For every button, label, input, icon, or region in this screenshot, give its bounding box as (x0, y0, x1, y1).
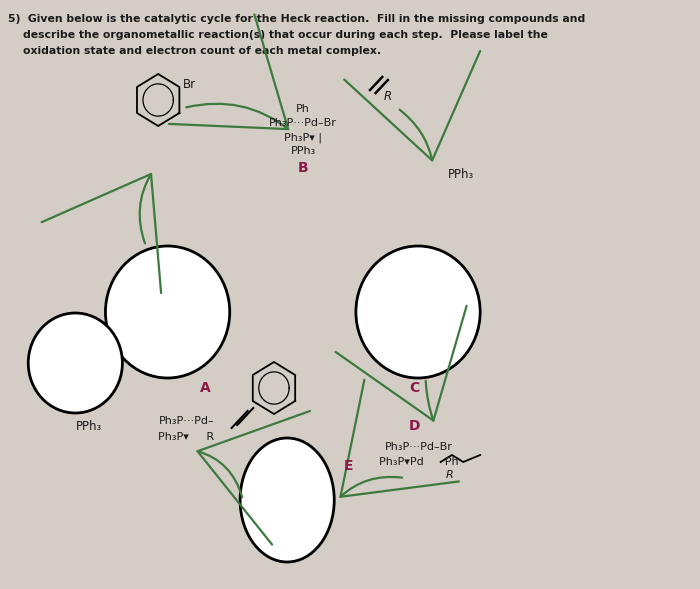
Text: C: C (409, 381, 419, 395)
Text: Ph₃P▾     R: Ph₃P▾ R (158, 432, 214, 442)
Text: A: A (200, 381, 211, 395)
Text: Ph₃P···Pd–: Ph₃P···Pd– (159, 416, 214, 426)
Text: D: D (409, 419, 420, 433)
Text: Ph₃P···Pd–Br: Ph₃P···Pd–Br (270, 118, 337, 128)
Ellipse shape (240, 438, 334, 562)
Text: Br: Br (183, 78, 196, 91)
Text: Ph: Ph (296, 104, 310, 114)
Text: Ph₃P▾Pd      Ph: Ph₃P▾Pd Ph (379, 457, 458, 467)
Text: describe the organometallic reaction(s) that occur during each step.  Please lab: describe the organometallic reaction(s) … (8, 30, 547, 40)
Text: PPh₃: PPh₃ (448, 168, 475, 181)
Text: E: E (344, 459, 353, 473)
Ellipse shape (106, 246, 230, 378)
Text: R: R (384, 90, 392, 103)
Ellipse shape (28, 313, 122, 413)
Text: oxidation state and electron count of each metal complex.: oxidation state and electron count of ea… (8, 46, 381, 56)
Text: B: B (298, 161, 309, 175)
Text: PPh₃: PPh₃ (76, 420, 103, 433)
Text: Ph₃P···Pd–Br: Ph₃P···Pd–Br (385, 442, 453, 452)
Text: R: R (446, 470, 454, 480)
Text: PPh₃: PPh₃ (290, 146, 316, 156)
Ellipse shape (356, 246, 480, 378)
Text: 5)  Given below is the catalytic cycle for the Heck reaction.  Fill in the missi: 5) Given below is the catalytic cycle fo… (8, 14, 584, 24)
Text: Ph₃P▾ |: Ph₃P▾ | (284, 132, 322, 143)
